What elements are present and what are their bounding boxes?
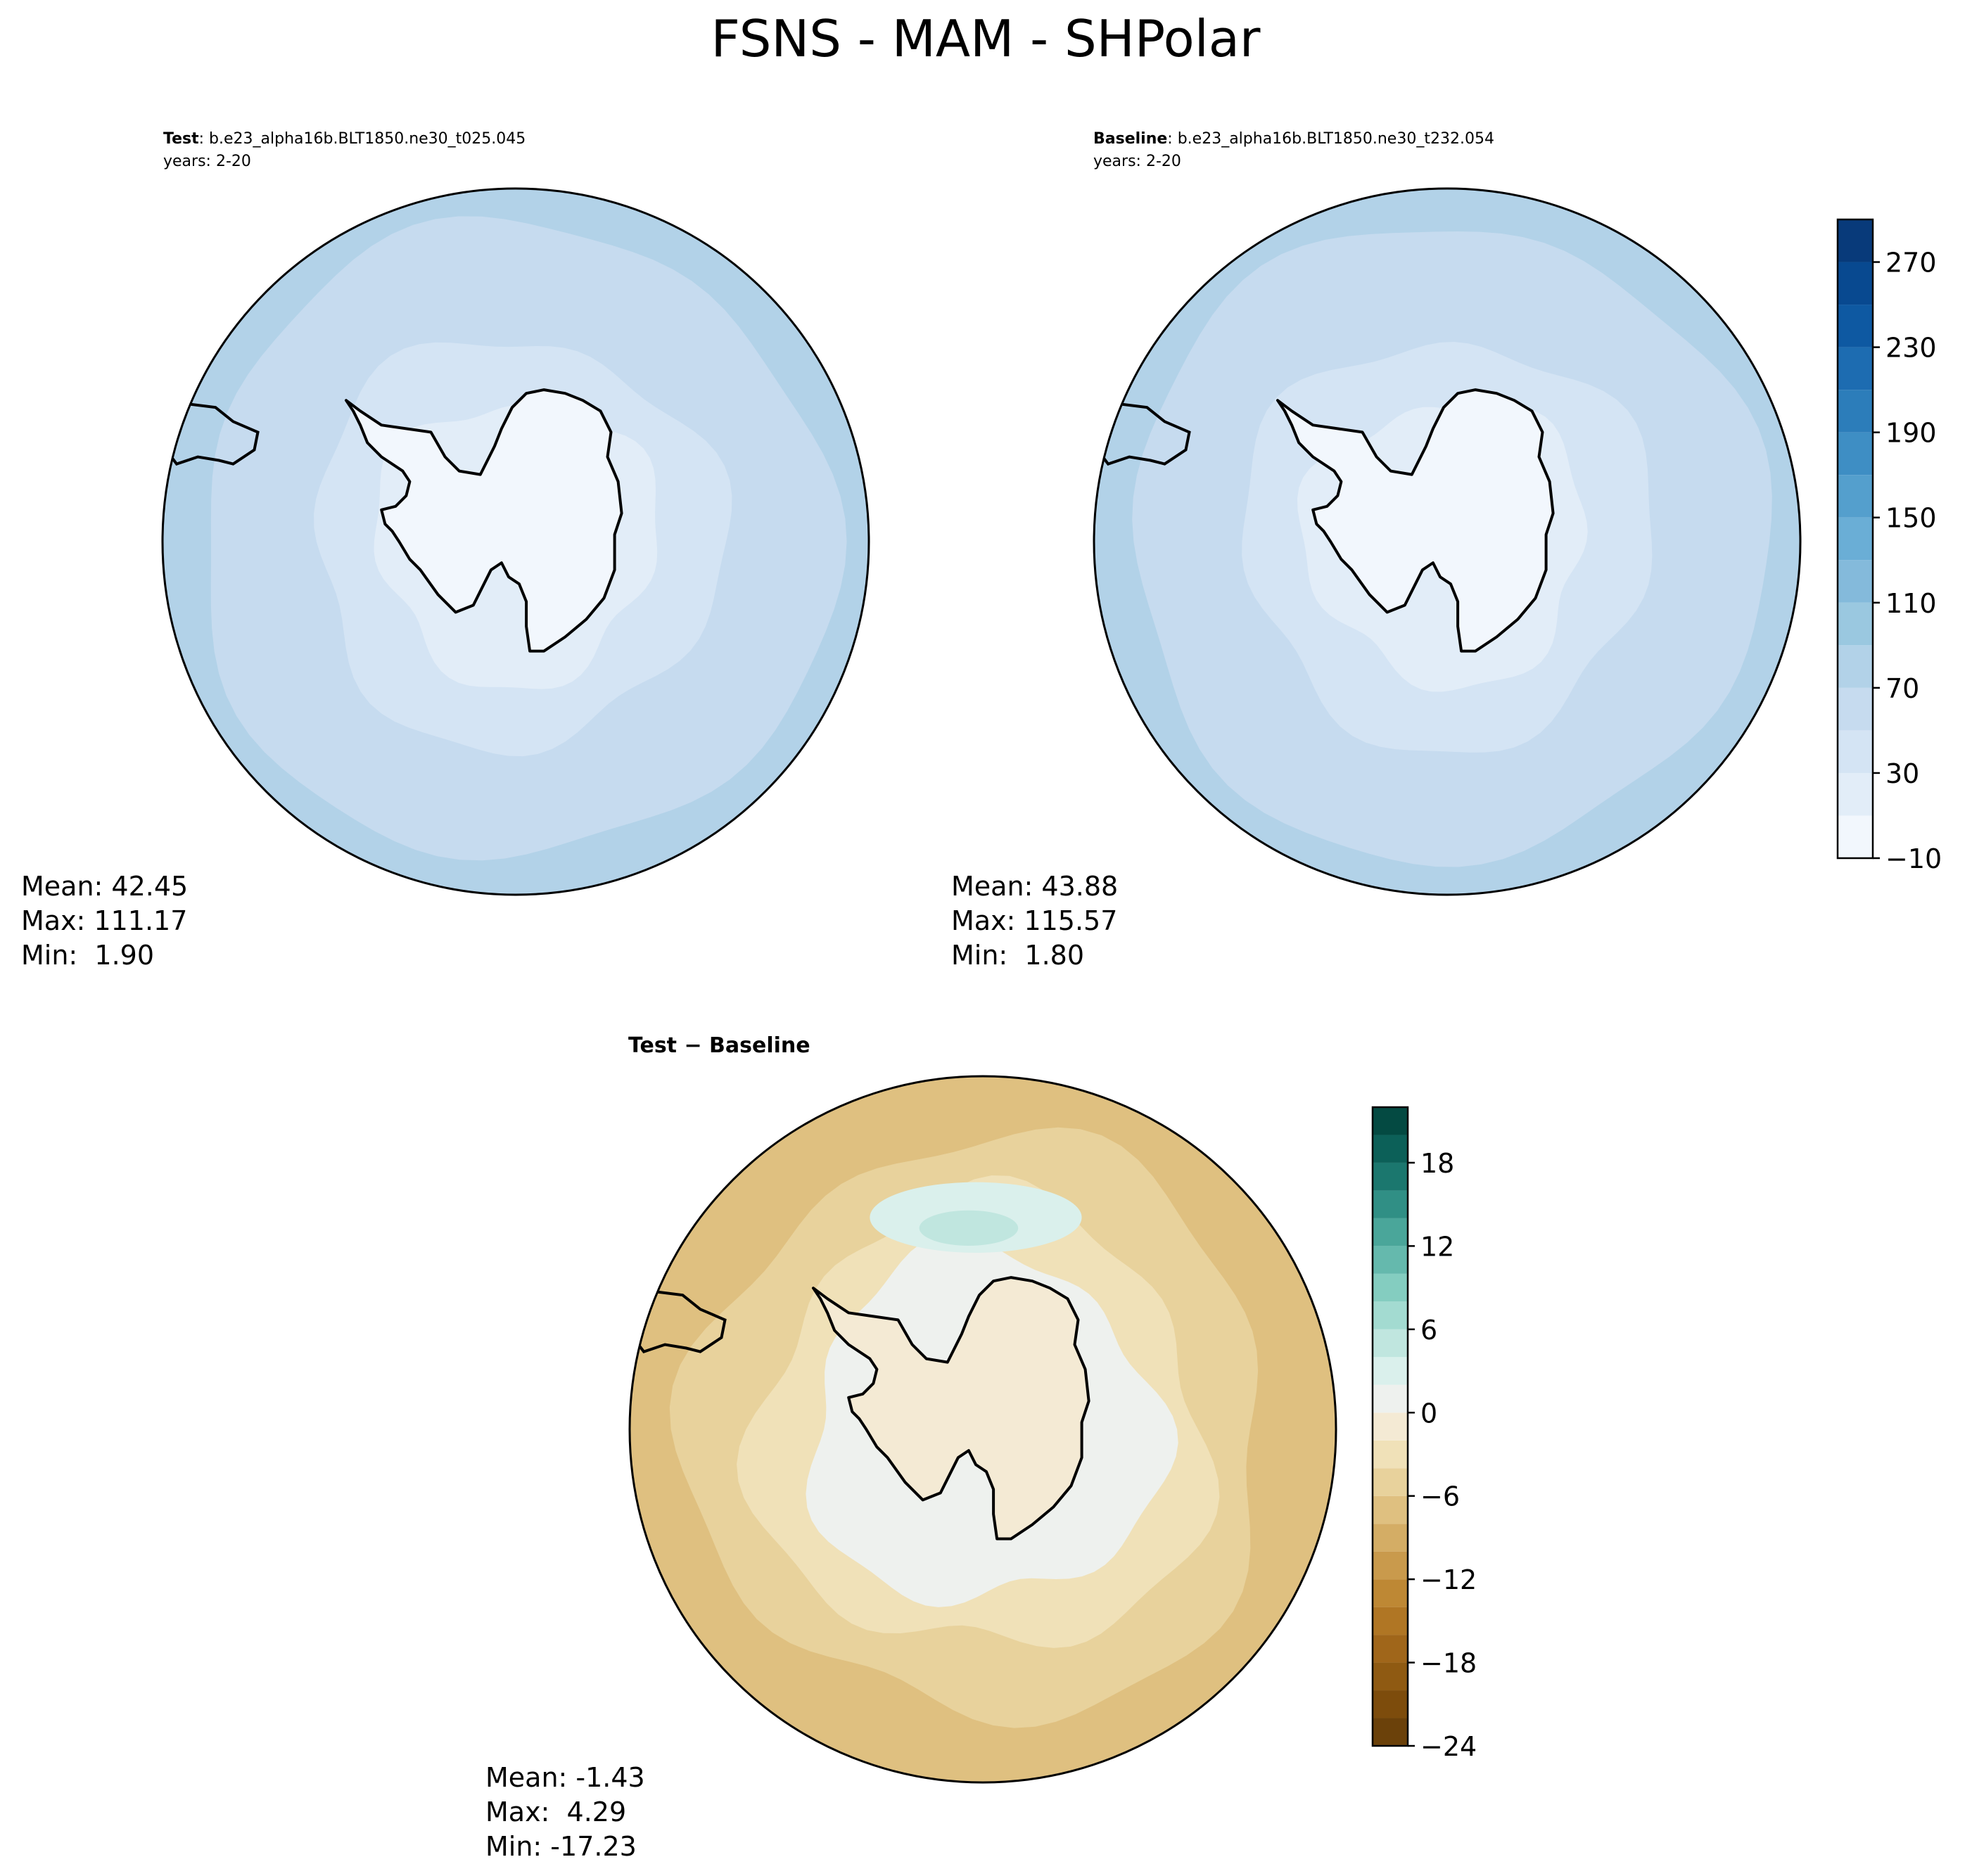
cb-diff-segment: [1373, 1273, 1408, 1302]
cb-abs-tick-label: 270: [1885, 248, 1937, 279]
stat-mean-difference: Mean: -1.43: [485, 1762, 645, 1793]
cb-diff-segment: [1373, 1690, 1408, 1718]
cb-abs-tick-label: 190: [1885, 418, 1937, 449]
panel-test-title-bold: Test: [163, 130, 199, 148]
panel-test-title: Test: b.e23_alpha16b.BLT1850.ne30_t025.0…: [163, 130, 526, 148]
stat-min-baseline: Min: 1.80: [951, 940, 1084, 971]
map-boundary: [628, 1075, 1337, 1784]
cb-diff-segment: [1373, 1218, 1408, 1246]
cb-diff-segment: [1373, 1551, 1408, 1580]
antarctica-coastline: [812, 1276, 1090, 1540]
panel-baseline-title: Baseline: b.e23_alpha16b.BLT1850.ne30_t2…: [1093, 130, 1494, 148]
cb-abs-tick-label: 110: [1885, 588, 1937, 619]
field-positive-core: [919, 1210, 1019, 1246]
cb-abs-segment: [1838, 772, 1873, 816]
map-test: [161, 187, 870, 896]
cb-diff-tick-label: −12: [1420, 1564, 1477, 1595]
cb-diff-segment: [1373, 1468, 1408, 1496]
map-boundary: [161, 187, 870, 896]
panel-baseline-title-rest: : b.e23_alpha16b.BLT1850.ne30_t232.054: [1167, 130, 1494, 148]
stat-max-difference: Max: 4.29: [485, 1797, 626, 1827]
map-baseline: [1093, 187, 1802, 896]
map-boundary: [1093, 187, 1802, 896]
cb-diff-segment: [1373, 1662, 1408, 1691]
panel-baseline: Baseline: b.e23_alpha16b.BLT1850.ne30_t2…: [951, 130, 1802, 971]
cb-abs-segment: [1838, 305, 1873, 347]
cb-diff-segment: [1373, 1440, 1408, 1469]
cb-diff-segment: [1373, 1635, 1408, 1663]
cb-diff-segment: [1373, 1384, 1408, 1413]
cb-abs-tick-label: −10: [1885, 843, 1942, 874]
cb-diff-tick-label: 6: [1420, 1315, 1437, 1346]
cb-abs-segment: [1838, 687, 1873, 731]
cb-diff-segment: [1373, 1190, 1408, 1218]
cb-abs-segment: [1838, 347, 1873, 390]
cb-abs-tick-label: 230: [1885, 333, 1937, 364]
cb-abs-segment: [1838, 517, 1873, 561]
figure-title: FSNS - MAM - SHPolar: [711, 9, 1261, 68]
antarctica-coastline: [1276, 388, 1555, 653]
panel-test-subtitle: years: 2-20: [163, 153, 251, 170]
stat-mean-baseline: Mean: 43.88: [951, 871, 1118, 902]
panel-difference-title: Test − Baseline: [628, 1033, 810, 1058]
panel-difference-title-bold: Test: [628, 1033, 677, 1058]
panel-difference: Test − Baseline Mean: -1.43 Max: 4.29 Mi…: [485, 1033, 1337, 1862]
cb-diff-segment: [1373, 1718, 1408, 1746]
stat-max-baseline: Max: 115.57: [951, 905, 1117, 936]
cb-abs-segment: [1838, 730, 1873, 773]
panel-test: Test: b.e23_alpha16b.BLT1850.ne30_t025.0…: [21, 130, 870, 971]
cb-abs-tick-label: 70: [1885, 673, 1919, 704]
cb-abs-tick-label: 150: [1885, 503, 1937, 534]
stat-min-difference: Min: -17.23: [485, 1831, 637, 1862]
cb-diff-tick-label: −6: [1420, 1481, 1460, 1512]
panel-baseline-title-bold: Baseline: [1093, 130, 1167, 148]
cb-abs-segment: [1838, 262, 1873, 305]
colorbar-absolute: −10 30 70 110 150 190 230 270: [1836, 218, 1942, 874]
cb-abs-tick-label: 30: [1885, 758, 1919, 789]
cb-diff-segment: [1373, 1412, 1408, 1441]
cb-diff-segment: [1373, 1607, 1408, 1635]
panel-baseline-subtitle: years: 2-20: [1093, 153, 1181, 170]
cb-abs-frame: [1836, 218, 1874, 860]
cb-abs-segment: [1838, 645, 1873, 688]
colorbar-difference: −24 −18 −12 −6 0 6 12 18: [1371, 1106, 1477, 1762]
cb-diff-segment: [1373, 1301, 1408, 1329]
cb-diff-segment: [1373, 1495, 1408, 1524]
cb-abs-segment: [1838, 560, 1873, 603]
map-difference: [628, 1075, 1337, 1784]
cb-diff-segment: [1373, 1135, 1408, 1163]
panel-test-title-rest: : b.e23_alpha16b.BLT1850.ne30_t025.045: [199, 130, 526, 148]
panel-difference-title-rest: − Baseline: [677, 1033, 810, 1058]
cb-abs-segment: [1838, 219, 1873, 262]
cb-diff-segment: [1373, 1246, 1408, 1274]
cb-diff-segment: [1373, 1107, 1408, 1135]
cb-abs-segment: [1838, 390, 1873, 433]
cb-abs-segment: [1838, 432, 1873, 476]
cb-diff-segment: [1373, 1329, 1408, 1358]
cb-diff-tick-label: −18: [1420, 1648, 1477, 1679]
cb-diff-tick-label: 12: [1420, 1231, 1454, 1262]
cb-abs-segment: [1838, 602, 1873, 646]
stat-max-test: Max: 111.17: [21, 905, 187, 936]
stat-mean-test: Mean: 42.45: [21, 871, 188, 902]
cb-abs-segment: [1838, 815, 1873, 858]
antarctica-coastline: [345, 388, 623, 653]
cb-abs-segment: [1838, 475, 1873, 518]
cb-diff-tick-label: −24: [1420, 1731, 1477, 1762]
stat-min-test: Min: 1.90: [21, 940, 154, 971]
cb-diff-tick-label: 18: [1420, 1148, 1454, 1179]
cb-diff-segment: [1373, 1524, 1408, 1552]
cb-diff-segment: [1373, 1357, 1408, 1385]
cb-diff-frame: [1371, 1106, 1409, 1747]
cb-diff-segment: [1373, 1162, 1408, 1191]
cb-diff-tick-label: 0: [1420, 1398, 1437, 1429]
cb-diff-segment: [1373, 1579, 1408, 1607]
